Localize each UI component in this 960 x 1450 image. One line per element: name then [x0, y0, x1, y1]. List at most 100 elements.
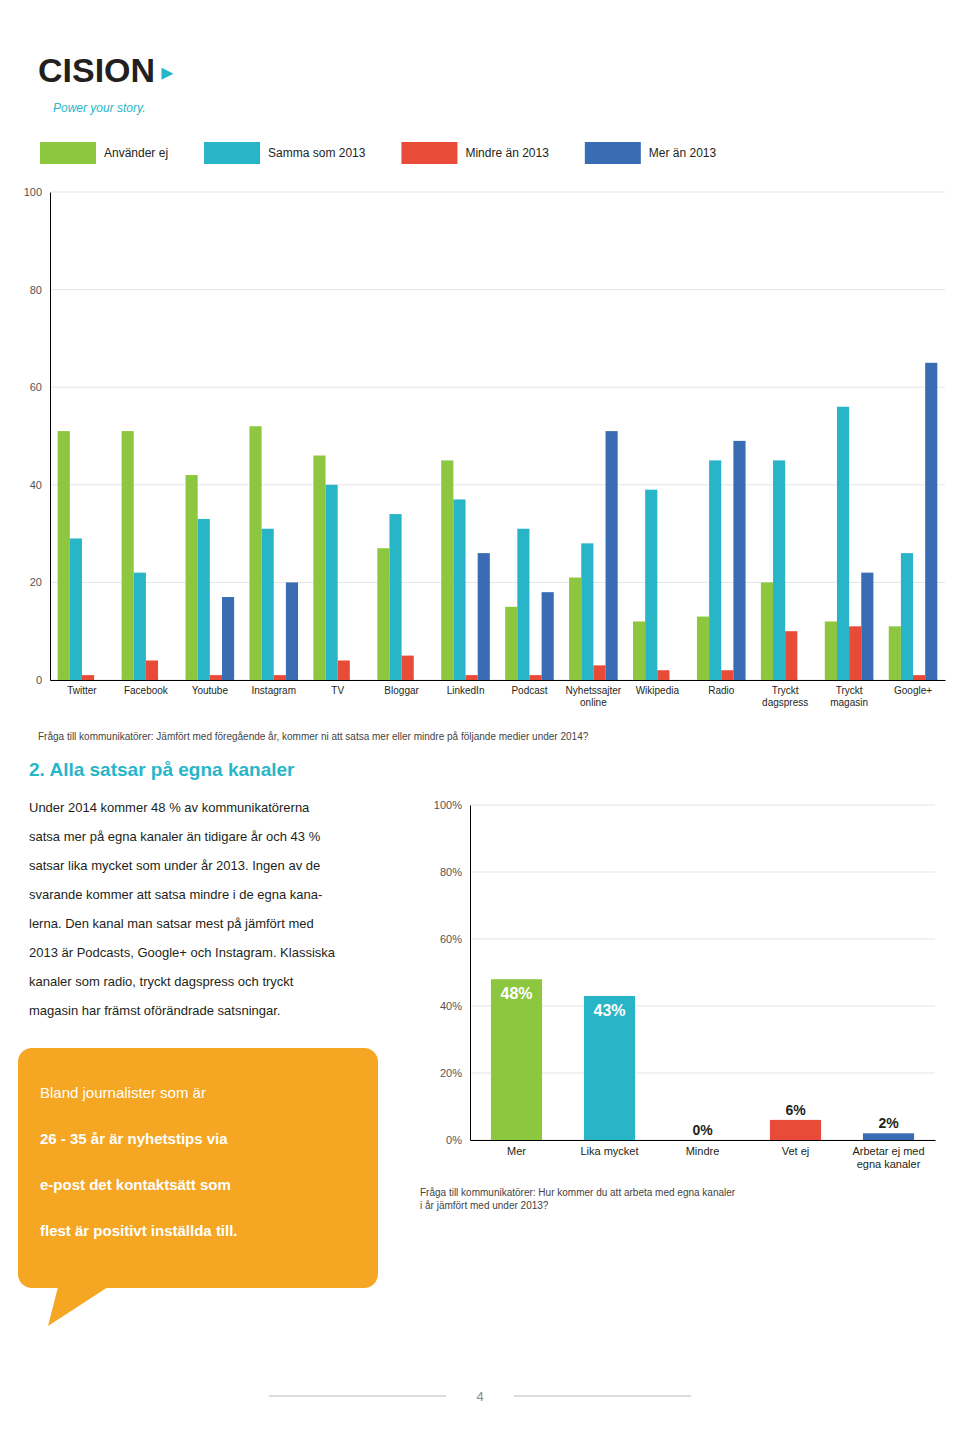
bar: [313, 456, 325, 680]
x-tick: Lika mycket: [580, 1140, 638, 1157]
bars: [491, 979, 914, 1140]
text-line: Bloggar: [384, 685, 419, 696]
bar: [134, 573, 146, 680]
text-line: flest är positivt inställda till.: [40, 1222, 238, 1239]
section-text: Under 2014 kommer 48 % av kommunikatörer…: [29, 800, 310, 815]
text-line: Facebook: [124, 685, 169, 696]
x-tick-label: Lika mycket: [580, 1145, 638, 1157]
y-tick: 20%: [440, 1067, 470, 1079]
text-line: Nyhetssajter: [566, 685, 622, 696]
x-tick-label: Google+: [894, 685, 932, 696]
bar: [122, 431, 134, 680]
bar: [478, 553, 490, 680]
y-tick: 80: [30, 284, 50, 296]
bar: [606, 431, 618, 680]
y-tick: 0%: [446, 1134, 470, 1146]
x-tick-label: Vet ej: [782, 1145, 810, 1157]
y-tick-label: 60: [30, 381, 42, 393]
data-labels: 48%43%0%6%2%: [500, 985, 899, 1138]
x-tick: TV: [331, 680, 344, 696]
x-tick: Trycktmagasin: [830, 680, 868, 708]
text-line: Youtube: [192, 685, 229, 696]
y-tick-label: 60%: [440, 933, 462, 945]
y-tick-label: 80: [30, 284, 42, 296]
grid-line: [50, 582, 945, 583]
x-tick-label: Trycktdagspress: [762, 685, 808, 708]
logo: CISION: [38, 51, 155, 89]
text-line: dagspress: [762, 697, 808, 708]
callout: Bland journalister som är26 - 35 år är n…: [18, 1048, 378, 1326]
grid-line: [50, 192, 945, 193]
x-tick: Mindre: [686, 1140, 720, 1157]
bar: [198, 519, 210, 680]
x-tick-label: Youtube: [192, 685, 229, 696]
bar: [466, 675, 478, 680]
x-tick-label: Radio: [708, 685, 735, 696]
bar: [761, 582, 773, 680]
y-tick: 40: [30, 479, 50, 491]
text-line: magasin: [830, 697, 868, 708]
x-tick: Podcast: [511, 680, 547, 696]
section-text: svarande kommer att satsa mindre i de eg…: [29, 887, 322, 902]
tagline: Power your story.: [53, 101, 145, 115]
bar: [377, 548, 389, 680]
x-tick: Nyhetssajteronline: [566, 680, 622, 708]
callout-tail: [48, 1287, 108, 1326]
bar: [569, 578, 581, 680]
x-tick-label: TV: [331, 685, 344, 696]
text-line: Tryckt: [772, 685, 799, 696]
y-tick-label: 0: [36, 674, 42, 686]
section-text: 2013 är Podcasts, Google+ och Instagram.…: [29, 945, 336, 960]
text-line: 26 - 35 år är nyhetstips via: [40, 1130, 228, 1147]
bar-chart: 0%20%40%60%80%100%MerLika mycketMindreVe…: [434, 799, 936, 1170]
y-tick-label: 0%: [446, 1134, 462, 1146]
bar: [785, 631, 797, 680]
bar: [70, 538, 82, 680]
section-text: magasin har främst oförändrade satsninga…: [29, 1003, 280, 1018]
text-line: Arbetar ej med: [852, 1145, 924, 1157]
y-tick-label: 20%: [440, 1067, 462, 1079]
x-tick: Trycktdagspress: [762, 680, 808, 708]
bar: [529, 675, 541, 680]
bar: [773, 460, 785, 680]
bar: [262, 529, 274, 680]
text-line: Instagram: [252, 685, 296, 696]
x-tick-label: Trycktmagasin: [830, 685, 868, 708]
x-tick-label: Facebook: [124, 685, 169, 696]
text-line: e-post det kontaktsätt som: [40, 1176, 231, 1193]
x-tick: Arbetar ej medegna kanaler: [852, 1140, 924, 1170]
bar: [158, 680, 170, 681]
bar: [389, 514, 401, 680]
x-tick-label: LinkedIn: [447, 685, 485, 696]
section-text: lerna. Den kanal man satsar mest på jämf…: [29, 916, 314, 931]
y-tick-label: 40: [30, 479, 42, 491]
bar: [849, 626, 861, 680]
bar: [338, 660, 350, 680]
text-line: Wikipedia: [636, 685, 680, 696]
legend-swatch: [401, 142, 457, 164]
x-tick: Vet ej: [782, 1140, 810, 1157]
bar: [863, 1133, 914, 1140]
bar: [709, 460, 721, 680]
grid-line: [50, 484, 945, 485]
y-axis: 020406080100: [24, 186, 51, 686]
text-line: Fråga till kommunikatörer: Hur kommer du…: [420, 1187, 736, 1198]
x-tick-label: Instagram: [252, 685, 296, 696]
page-rule: [269, 1396, 446, 1397]
bar: [889, 626, 901, 680]
bar: [505, 607, 517, 680]
grid-line: [50, 289, 945, 290]
bar: [453, 499, 465, 680]
x-tick: Instagram: [252, 680, 296, 696]
y-axis: 0%20%40%60%80%100%: [434, 799, 471, 1146]
bar-chart: 020406080100TwitterFacebookYoutubeInstag…: [24, 186, 946, 708]
bar: [491, 979, 542, 1140]
data-label: 2%: [878, 1115, 899, 1131]
y-tick: 100%: [434, 799, 470, 811]
bar: [677, 1140, 728, 1141]
legend-label: Samma som 2013: [268, 146, 366, 160]
x-tick-label: Podcast: [511, 685, 547, 696]
bar: [657, 670, 669, 680]
bar: [913, 675, 925, 680]
legend-swatch: [585, 142, 641, 164]
